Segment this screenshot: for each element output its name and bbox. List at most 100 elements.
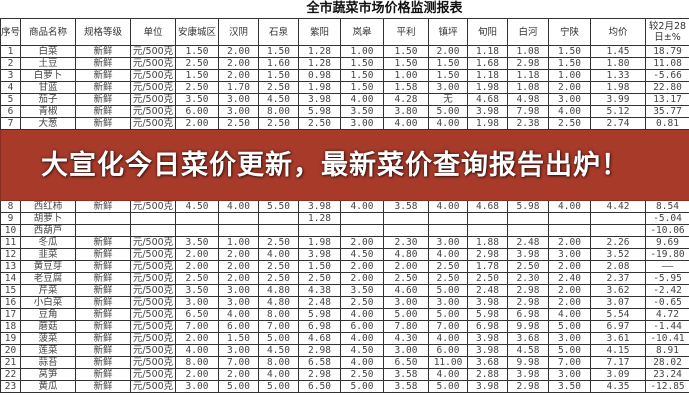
table-cell <box>590 212 646 225</box>
table-row: 2 土豆 新鲜 元/500克 2.50 2.00 1.60 1.28 1.50 1.50 1.50 1… <box>0 57 689 70</box>
table-cell: 新鲜 <box>75 368 131 381</box>
table-row: 9 胡萝卜 1.28 -5.04 <box>0 212 689 225</box>
table-cell: 1 <box>0 45 21 58</box>
table-cell <box>218 212 259 225</box>
table-cell <box>507 224 549 237</box>
table-cell: 新鲜 <box>75 81 131 94</box>
table-cell <box>383 212 429 225</box>
table-cell: 韭菜 <box>20 248 76 261</box>
report-title: 全市蔬菜市场价格监测报表 <box>306 1 463 16</box>
table-row: 1 白菜 新鲜 元/500克 1.50 2.00 1.50 1.28 1.00 1.50 2.00 1… <box>0 45 689 58</box>
table-cell: 4.00 <box>258 248 299 261</box>
table-cell: 5.98 <box>298 105 341 118</box>
table-cell: 2 <box>0 57 21 70</box>
table-cell: 4.00 <box>340 356 384 369</box>
table-cell: 5.98 <box>467 308 508 321</box>
table-cell: 3.50 <box>340 105 384 118</box>
table-cell: 6.97 <box>590 320 646 333</box>
table-cell: 2.00 <box>175 117 219 130</box>
table-cell: 1.98 <box>467 81 508 94</box>
table-cell <box>130 224 176 237</box>
table-cell <box>340 224 384 237</box>
table-cell: 3.50 <box>175 93 219 106</box>
table-cell: 2.48 <box>467 284 508 297</box>
table-cell: 新鲜 <box>75 117 131 130</box>
table-cell: 16 <box>0 296 21 309</box>
table-row: 11 冬瓜 新鲜 元/500克 3.50 1.00 2.50 1.98 2.00 2.30 3.00… <box>0 236 689 249</box>
table-cell: 新鲜 <box>75 248 131 261</box>
table-cell: 2.30 <box>507 272 549 285</box>
table-cell: 3.00 <box>428 296 468 309</box>
table-cell: 1.80 <box>590 57 646 70</box>
table-cell: 6.98 <box>467 320 508 333</box>
table-cell: 2.00 <box>428 45 468 58</box>
table-cell: 新鲜 <box>75 260 131 273</box>
table-cell: 2.00 <box>175 260 219 273</box>
table-cell: 元/500克 <box>130 356 176 369</box>
table-cell: 7.00 <box>218 356 259 369</box>
table-cell: 4.68 <box>467 93 508 106</box>
table-cell: 莴笋 <box>20 368 76 381</box>
table-cell: 1.00 <box>548 69 591 82</box>
table-cell: 2.50 <box>298 272 341 285</box>
table-cell: 元/500克 <box>130 57 176 70</box>
table-cell: 2.50 <box>428 272 468 285</box>
table-cell: 3.00 <box>428 236 468 249</box>
table-cell: 新鲜 <box>75 93 131 106</box>
table-cell: 3.98 <box>467 380 508 393</box>
table-cell: 2.98 <box>298 344 341 357</box>
table-cell: 3.62 <box>590 284 646 297</box>
table-cell: 1.00 <box>218 236 259 249</box>
table-cell: 2.50 <box>258 260 299 273</box>
table-cell: 元/500克 <box>130 236 176 249</box>
table-cell <box>467 212 508 225</box>
table-cell: 新鲜 <box>75 380 131 393</box>
table-cell: 2.48 <box>507 236 549 249</box>
table-cell: 2.50 <box>298 117 341 130</box>
table-cell: 3.68 <box>507 332 549 345</box>
table-cell: 芹菜 <box>20 284 76 297</box>
table-cell: 1.50 <box>428 57 468 70</box>
table-cell <box>175 212 219 225</box>
table-cell: 新鲜 <box>75 105 131 118</box>
table-cell: 元/500克 <box>130 332 176 345</box>
table-cell: 1.33 <box>590 69 646 82</box>
table-cell: 3.50 <box>548 380 591 393</box>
table-cell: 4.50 <box>258 93 299 106</box>
table-row: 13 黄豆芽 新鲜 元/500克 2.00 2.00 2.50 1.50 2.00 2.00 2.5… <box>0 260 689 273</box>
table-cell: -10.41 <box>645 332 689 345</box>
table-cell: 13.17 <box>645 93 689 106</box>
table-cell: 西红柿 <box>20 200 76 213</box>
table-cell: 3.58 <box>383 380 429 393</box>
table-cell: 4.30 <box>383 332 429 345</box>
table-cell: 1.18 <box>467 69 508 82</box>
table-cell: 3.00 <box>218 105 259 118</box>
table-cell: 2.50 <box>175 57 219 70</box>
table-cell: 2.50 <box>175 81 219 94</box>
table-cell: 2.98 <box>507 380 549 393</box>
table-cell: 4.60 <box>383 284 429 297</box>
table-cell: 豆角 <box>20 308 76 321</box>
table-cell: 2.38 <box>507 117 549 130</box>
table-cell: 3 <box>0 69 21 82</box>
table-cell: 21 <box>0 356 21 369</box>
table-cell: 3.50 <box>175 236 219 249</box>
table-cell <box>340 212 384 225</box>
table-cell: 7.00 <box>175 320 219 333</box>
table-cell: 2.00 <box>340 260 384 273</box>
column-header: 单位 <box>130 18 176 46</box>
table-cell: 4.00 <box>548 200 591 213</box>
table-cell: 1.70 <box>218 81 259 94</box>
table-cell: 6.98 <box>298 320 341 333</box>
table-cell: 西葫芦 <box>20 224 76 237</box>
table-cell: 7.80 <box>383 320 429 333</box>
table-cell: 2.98 <box>507 57 549 70</box>
table-cell: 2.08 <box>590 260 646 273</box>
table-cell: 3.07 <box>590 296 646 309</box>
table-cell: -2.42 <box>645 284 689 297</box>
table-cell: 9 <box>0 212 21 225</box>
table-cell: 4.00 <box>340 93 384 106</box>
table-cell: 小白菜 <box>20 296 76 309</box>
table-cell: 9.98 <box>507 320 549 333</box>
header-row: 序号 商品名称 规格等级 单位 安康城区 汉阴 石泉 紫阳 岚皋 平利 镇坪 旬阳 白河 宁陕 均价 较2月2… <box>0 18 689 46</box>
